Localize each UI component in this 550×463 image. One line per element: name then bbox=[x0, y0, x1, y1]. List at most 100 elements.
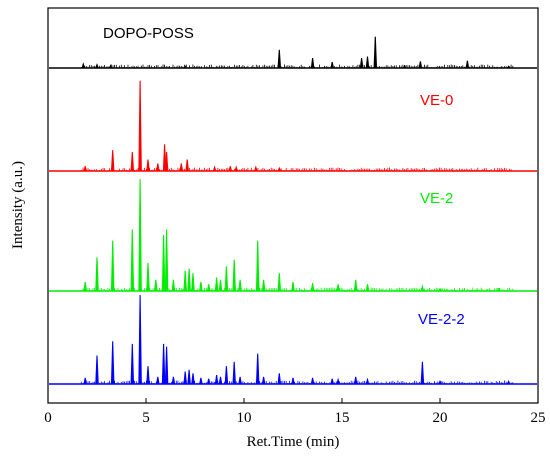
chromatogram-peak bbox=[95, 355, 99, 385]
chromatogram-peak bbox=[164, 229, 169, 292]
chromatogram-peak bbox=[146, 159, 150, 172]
chromatogram-peak bbox=[238, 279, 242, 292]
chromatogram-peak bbox=[171, 376, 176, 385]
x-axis-ticks: 0 5 10 15 20 25 bbox=[44, 398, 546, 426]
chromatogram-peak bbox=[218, 376, 223, 385]
chromatogram-peak bbox=[418, 61, 423, 69]
chromatogram-peak bbox=[212, 165, 217, 172]
chromatogram-peak bbox=[234, 165, 238, 172]
plot-frame bbox=[47, 7, 539, 404]
chromatogram-peak bbox=[156, 163, 160, 172]
chromatogram-peak bbox=[438, 287, 442, 292]
chromatogram-peak bbox=[310, 283, 315, 292]
series-trace-ve-2-2 bbox=[49, 294, 537, 385]
chromatogram-peak bbox=[138, 80, 142, 172]
x-tick-label: 0 bbox=[44, 410, 52, 426]
chromatogram-peak bbox=[187, 369, 191, 385]
series-trace-ve-2 bbox=[49, 178, 537, 292]
chromatogram-peak bbox=[224, 366, 229, 385]
chromatogram-peak bbox=[255, 240, 260, 292]
chromatogram-peak bbox=[161, 234, 166, 292]
chromatogram-peak bbox=[109, 64, 113, 69]
chromatogram-peak bbox=[277, 49, 282, 69]
chromatogram-peak bbox=[353, 279, 358, 292]
chromatogram-peak bbox=[465, 60, 470, 69]
y-axis-label: Intensity (a.u.) bbox=[10, 161, 26, 249]
chromatogram-peak bbox=[130, 229, 135, 292]
chromatogram-peak bbox=[255, 353, 260, 385]
series-label-dopo-poss: DOPO-POSS bbox=[103, 25, 194, 42]
chromatogram-peak bbox=[179, 163, 184, 172]
series-label-ve-0: VE-0 bbox=[420, 92, 453, 109]
chromatogram-peak bbox=[365, 377, 370, 385]
chromatogram-peak bbox=[206, 378, 211, 385]
chromatogram-peak bbox=[310, 58, 315, 69]
chromatogram-peak bbox=[146, 262, 150, 292]
series-trace-ve-0 bbox=[49, 80, 537, 172]
chromatogram-peak bbox=[187, 268, 191, 292]
series-label-ve-2-2: VE-2-2 bbox=[418, 311, 465, 328]
chromatogram-peak bbox=[420, 361, 425, 385]
chromatogram-peak bbox=[214, 277, 219, 292]
chromatogram-peak bbox=[261, 279, 266, 292]
chromatogram-peak bbox=[277, 273, 282, 292]
x-tick-label: 5 bbox=[142, 410, 150, 426]
chromatogram-peak bbox=[164, 151, 169, 172]
chromatogram-peak bbox=[214, 375, 219, 385]
series-trace-dopo-poss bbox=[49, 36, 537, 69]
chromatogram-peak bbox=[232, 361, 236, 385]
x-axis-label: Ret.Time (min) bbox=[247, 434, 340, 450]
chromatogram-peak bbox=[218, 279, 223, 292]
series-label-ve-2: VE-2 bbox=[420, 190, 453, 207]
chromatogram-peak bbox=[353, 376, 358, 385]
chromatogram-peak bbox=[506, 65, 511, 69]
x-tick-label: 15 bbox=[335, 410, 350, 426]
x-tick-label: 25 bbox=[531, 410, 546, 426]
chromatogram-peak bbox=[261, 376, 266, 385]
chromatogram-peak bbox=[183, 270, 187, 292]
chromatogram-peak bbox=[191, 273, 195, 292]
chromatogram-peak bbox=[162, 144, 167, 172]
chromatogram-peak bbox=[420, 284, 425, 292]
series-labels: DOPO-POSS VE-0 VE-2 VE-2-2 bbox=[103, 25, 465, 328]
chromatogram-peak bbox=[497, 287, 501, 292]
chromatogram-peak bbox=[199, 377, 203, 385]
chromatogram-peak bbox=[277, 373, 282, 385]
chromatogram-peak bbox=[83, 166, 87, 172]
chromatogram-peak bbox=[171, 279, 176, 292]
chromatogram-peak bbox=[330, 378, 334, 385]
chromatogram-peak bbox=[81, 62, 86, 69]
chromatogram-peak bbox=[154, 279, 158, 292]
chromatogram-peak bbox=[438, 379, 442, 385]
chromatogram-peak bbox=[83, 281, 87, 292]
chromatogram-peak bbox=[310, 377, 315, 385]
trace-noise bbox=[80, 287, 514, 291]
chromatogram-peak bbox=[330, 61, 334, 69]
chromatogram-peak bbox=[291, 377, 295, 385]
x-tick-label: 20 bbox=[433, 410, 448, 426]
chromatogram-peak bbox=[228, 166, 233, 172]
chromatogram-peak bbox=[185, 159, 189, 172]
chromatogram-peak bbox=[110, 341, 115, 385]
chromatogram-peak bbox=[164, 346, 169, 385]
chromatogram-peak bbox=[110, 240, 115, 292]
chromatogram-peak bbox=[291, 281, 295, 292]
chromatogram-peak bbox=[130, 151, 135, 172]
chromatogram-peak bbox=[206, 284, 211, 292]
chromatogram-peak bbox=[130, 343, 135, 385]
chromatogram-peak bbox=[110, 150, 115, 172]
chromatogram-peak bbox=[373, 36, 378, 69]
trace-noise bbox=[80, 167, 514, 171]
chromatogram-peak bbox=[336, 377, 340, 385]
chromatogram-peak bbox=[95, 63, 99, 69]
chromatogram-peak bbox=[156, 376, 160, 385]
trace-noise bbox=[80, 380, 514, 384]
chromatogram-peak bbox=[365, 56, 370, 69]
chromatogram-peak bbox=[224, 266, 229, 292]
chromatogram-peak bbox=[138, 178, 142, 292]
chromatogram-peak bbox=[199, 281, 203, 292]
chromatogram-peak bbox=[359, 58, 364, 69]
chromatogram-peak bbox=[138, 294, 142, 385]
series-traces bbox=[49, 36, 537, 385]
